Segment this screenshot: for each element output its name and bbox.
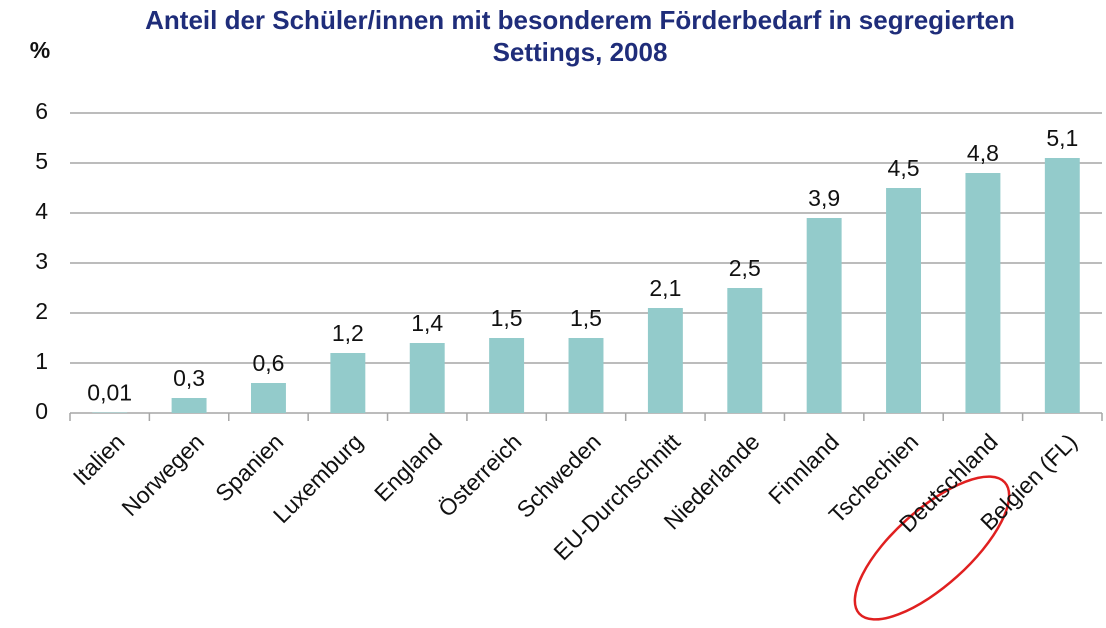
y-tick-label: 6 xyxy=(35,98,48,124)
bar xyxy=(409,343,445,413)
bar xyxy=(330,353,366,413)
bar xyxy=(1044,158,1080,413)
x-tick-label: Italien xyxy=(68,428,130,490)
data-label: 1,2 xyxy=(332,320,364,346)
x-tick-label: Spanien xyxy=(210,428,288,506)
data-label: 3,9 xyxy=(808,185,840,211)
y-tick-label: 0 xyxy=(35,398,48,424)
data-label: 4,8 xyxy=(967,140,999,166)
bar xyxy=(489,338,525,413)
bar xyxy=(171,398,207,413)
bar xyxy=(806,218,842,413)
data-label: 0,3 xyxy=(173,365,205,391)
x-tick-label: England xyxy=(369,428,447,506)
bar xyxy=(886,188,922,413)
data-label: 4,5 xyxy=(888,155,920,181)
data-label: 1,5 xyxy=(570,305,602,331)
bar xyxy=(727,288,763,413)
data-label: 1,5 xyxy=(491,305,523,331)
y-tick-label: 3 xyxy=(35,248,48,274)
highlight-ellipse xyxy=(853,475,1011,621)
data-label: 5,1 xyxy=(1046,125,1078,151)
bar xyxy=(965,173,1001,413)
data-label: 0,6 xyxy=(252,350,284,376)
bar xyxy=(647,308,683,413)
y-tick-label: 5 xyxy=(35,148,48,174)
bar xyxy=(92,412,128,413)
x-tick-label: Norwegen xyxy=(116,428,209,521)
chart-title: Anteil der Schüler/innen mit besonderem … xyxy=(145,5,1015,67)
y-axis-label: % xyxy=(30,37,50,63)
y-tick-label: 1 xyxy=(35,348,48,374)
bar xyxy=(568,338,604,413)
data-label: 2,1 xyxy=(649,275,681,301)
bar xyxy=(250,383,286,413)
x-tick-label: Österreich xyxy=(433,428,526,521)
x-tick-label: Finnland xyxy=(763,428,844,509)
data-label: 0,01 xyxy=(87,380,132,406)
data-label: 1,4 xyxy=(411,310,443,336)
y-tick-label: 4 xyxy=(35,198,48,224)
data-label: 2,5 xyxy=(729,255,761,281)
y-tick-label: 2 xyxy=(35,298,48,324)
